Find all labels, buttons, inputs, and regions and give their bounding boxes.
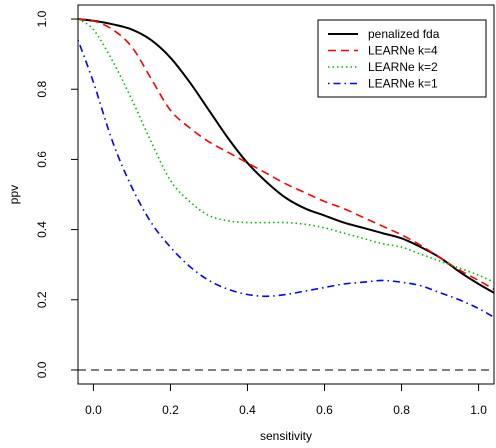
series-line-3 (78, 18, 494, 283)
plot-frame (77, 4, 495, 385)
x-tick-label: 0.8 (393, 403, 410, 417)
x-axis: 0.0 0.2 0.4 0.6 0.8 1.0 (85, 384, 487, 417)
series-line-1 (78, 18, 494, 294)
y-tick-label: 1.0 (35, 10, 49, 27)
legend-label: penalized fda (368, 27, 440, 41)
x-tick-label: 0.2 (162, 403, 179, 417)
series-layer (78, 18, 494, 319)
x-tick-label: 0.0 (85, 403, 102, 417)
x-tick-label: 0.6 (316, 403, 333, 417)
y-tick-label: 0.0 (35, 361, 49, 378)
legend: penalized fda LEARNe k=4 LEARNe k=2 LEARNe … (317, 19, 487, 98)
legend-label: LEARNe k=4 (368, 44, 438, 58)
y-tick-label: 0.4 (35, 221, 49, 238)
y-tick-label: 0.6 (35, 151, 49, 168)
series-line-2 (78, 18, 494, 290)
x-tick-label: 0.4 (239, 403, 256, 417)
y-axis: 0.0 0.2 0.4 0.6 0.8 1.0 (35, 10, 78, 378)
legend-label: LEARNe k=1 (368, 77, 438, 91)
x-axis-label: sensitivity (260, 429, 312, 443)
series-line-4 (78, 39, 494, 319)
y-axis-label: ppv (7, 185, 21, 204)
legend-label: LEARNe k=2 (368, 60, 438, 74)
y-tick-label: 0.2 (35, 291, 49, 308)
y-tick-label: 0.8 (35, 81, 49, 98)
x-tick-label: 1.0 (470, 403, 487, 417)
